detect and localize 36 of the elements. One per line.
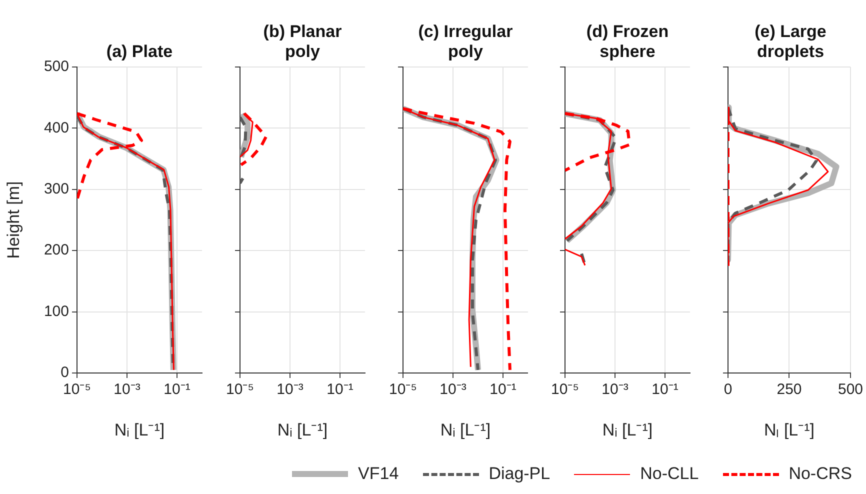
x-tick-label: 10⁻⁵ [63,381,91,398]
legend-label: No-CRS [788,464,852,484]
x-tick-label: 500 [838,381,863,398]
y-tick-label: 200 [44,242,69,259]
chart-title: (a) Plate [105,42,174,62]
chart-title: (e) Large droplets [754,22,828,62]
y-tick-label: 500 [44,58,69,76]
x-axis-title: Nᵢ [L⁻¹] [602,420,653,440]
x-tick-label: 10⁻⁵ [226,381,254,398]
legend-label: VF14 [358,464,399,484]
x-tick-label: 10⁻¹ [326,381,354,398]
chart-title: (c) Irregular poly [417,22,514,62]
x-axis-title: Nᵢ [L⁻¹] [440,420,491,440]
y-tick-label: 0 [60,364,69,382]
y-tick-label: 100 [44,302,69,320]
x-tick-label: 10⁻⁵ [389,381,417,398]
y-tick-label: 400 [44,119,69,136]
x-tick-label: 10⁻³ [440,381,466,398]
x-axis-title: Nᵢ [L⁻¹] [114,420,165,440]
x-tick-label: 10⁻³ [602,381,628,398]
x-tick-label: 10⁻¹ [490,381,516,398]
x-tick-label: 250 [776,381,802,398]
legend-label: Diag-PL [488,464,550,484]
x-axis-title: Nₗ [L⁻¹] [764,420,815,440]
y-tick-label: 300 [44,180,69,198]
legend-label: No-CLL [640,464,699,484]
chart-title: (b) Planar poly [262,22,343,62]
x-tick-label: 10⁻³ [114,381,140,398]
x-tick-label: 0 [724,381,732,398]
chart-title: (d) Frozen sphere [585,22,670,62]
x-tick-label: 10⁻¹ [164,381,190,398]
x-tick-label: 10⁻⁵ [551,381,579,398]
y-axis-title: Height [m] [4,181,23,259]
x-tick-label: 10⁻³ [276,381,304,398]
x-tick-label: 10⁻¹ [652,381,678,398]
x-axis-title: Nᵢ [L⁻¹] [277,420,328,440]
